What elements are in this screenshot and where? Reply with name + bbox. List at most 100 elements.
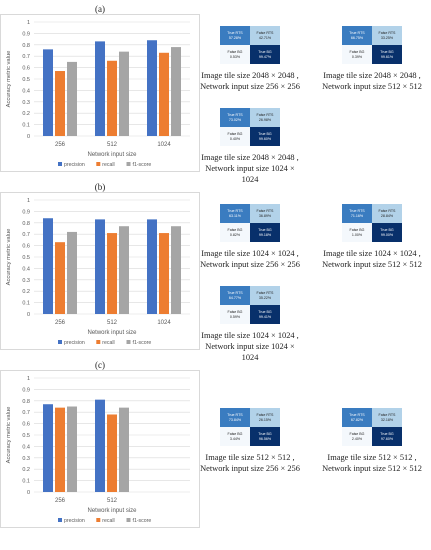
y-tick-label: 0.1 — [22, 301, 30, 307]
cell-true-rts-label: True RTS — [227, 291, 243, 296]
cell-true-rts-label: True RTS — [227, 113, 243, 118]
cell-true-bg-value: 96.56% — [258, 436, 272, 441]
cell-false-rts-label: False RTS — [256, 113, 274, 118]
cell-true-rts-value: 71.16% — [350, 213, 364, 218]
confusion-matrix-caption: Image tile size 1024 × 1024 , Network inp… — [187, 330, 313, 363]
cell-false-bg-label: False BG — [227, 310, 243, 315]
cell-true-rts-label: True RTS — [227, 413, 243, 418]
x-axis-label: Network input size — [87, 330, 137, 336]
y-tick-label: 0.2 — [22, 467, 30, 473]
y-tick-label: 1 — [27, 198, 30, 204]
cell-false-rts-value: 33.25% — [380, 35, 394, 40]
cell-true-rts-label: True RTS — [227, 209, 243, 214]
caption-line: 1024 — [241, 175, 259, 184]
x-tick-label: 512 — [107, 498, 118, 504]
x-tick-label: 1024 — [157, 320, 171, 326]
y-tick-label: 0 — [27, 490, 30, 496]
y-tick-label: 0 — [27, 312, 30, 318]
cell-false-bg-label: False BG — [349, 432, 365, 437]
legend-label-precision: precision — [64, 162, 85, 168]
bar-precision-512 — [95, 41, 105, 136]
bar-precision-256 — [43, 404, 53, 492]
x-tick-label: 512 — [107, 142, 118, 148]
cell-false-bg-value: 3.44% — [229, 436, 241, 441]
confusion-matrix-grid: True RTS 73.84% False RTS 26.15% False BG 3.4… — [220, 408, 280, 446]
caption-line: Image tile size 2048 × 2048 , — [323, 71, 421, 80]
x-tick-label: 256 — [55, 142, 66, 148]
legend-label-precision: precision — [64, 340, 85, 346]
cell-false-bg-label: False BG — [227, 228, 243, 233]
confusion-matrix-caption: Image tile size 2048 × 2048 , Network inp… — [187, 152, 313, 185]
y-tick-label: 0.3 — [22, 278, 30, 284]
y-tick-label: 0.8 — [22, 221, 30, 227]
bar-f1-score-256 — [67, 406, 77, 492]
cell-true-bg-label: True BG — [258, 50, 272, 55]
legend-swatch-f1-score — [126, 162, 131, 166]
chart-frame — [0, 370, 200, 528]
cell-false-bg: False BG 3.44% — [220, 427, 250, 446]
cell-true-bg-label: True BG — [258, 432, 272, 437]
bar-recall-1024 — [159, 233, 169, 314]
cell-false-bg-label: False BG — [227, 132, 243, 137]
caption-line: Image tile size 2048 × 2048 , — [201, 153, 299, 162]
caption-line: Network input size 512 × 512 — [322, 260, 422, 269]
y-tick-label: 1 — [27, 20, 30, 26]
y-tick-label: 0.2 — [22, 289, 30, 295]
cell-false-rts-label: False RTS — [256, 31, 274, 36]
legend-swatch-recall — [96, 162, 101, 166]
cell-false-rts-label: False RTS — [256, 413, 274, 418]
cell-true-bg: True BG 99.60% — [250, 127, 280, 146]
confusion-matrix-caption: Image tile size 1024 × 1024 , Network inp… — [309, 248, 431, 270]
cell-true-bg: True BG 96.56% — [250, 427, 280, 446]
cell-true-rts: True RTS 66.75% — [342, 26, 372, 45]
cell-false-rts: False RTS 26.15% — [250, 408, 280, 427]
bar-precision-512 — [95, 219, 105, 314]
cell-true-rts-value: 63.11% — [229, 213, 241, 218]
x-tick-label: 256 — [55, 498, 66, 504]
cell-true-rts-value: 67.82% — [350, 417, 364, 422]
bar-f1-score-1024 — [171, 47, 181, 136]
legend-label-recall: recall — [102, 518, 114, 524]
cell-true-rts-label: True RTS — [227, 31, 243, 36]
chart-frame — [0, 14, 200, 172]
cell-true-bg-label: True BG — [258, 132, 272, 137]
cell-true-bg-label: True BG — [258, 228, 272, 233]
y-tick-label: 0.3 — [22, 456, 30, 462]
cell-true-rts: True RTS 57.28% — [220, 26, 250, 45]
cell-false-rts: False RTS 36.89% — [250, 204, 280, 223]
cell-true-rts-value: 66.75% — [350, 35, 364, 40]
legend-swatch-recall — [96, 340, 101, 344]
y-tick-label: 0.2 — [22, 111, 30, 117]
y-tick-label: 0.7 — [22, 232, 30, 238]
cell-false-rts-value: 26.15% — [258, 417, 272, 422]
cell-true-bg-value: 99.60% — [258, 136, 272, 141]
legend-label-f1-score: f1-score — [133, 518, 152, 524]
cell-false-bg-value: 0.82% — [229, 232, 241, 237]
y-axis-label: Accuracy metric value — [6, 51, 12, 108]
cell-true-bg-value: 99.47% — [258, 54, 272, 59]
cell-false-bg: False BG 2.40% — [342, 427, 372, 446]
cell-true-rts-label: True RTS — [349, 31, 365, 36]
cell-false-bg-value: 0.59% — [229, 314, 241, 319]
cell-true-bg: True BG 99.41% — [250, 305, 280, 324]
y-tick-label: 0.1 — [22, 123, 30, 129]
y-tick-label: 0.8 — [22, 399, 30, 405]
y-tick-label: 0.5 — [22, 433, 30, 439]
caption-line: Network input size 512 × 512 — [322, 82, 422, 91]
cell-true-bg-value: 99.41% — [258, 314, 272, 319]
bar-recall-512 — [107, 60, 117, 137]
cell-false-bg: False BG 1.00% — [342, 223, 372, 242]
cell-false-rts-label: False RTS — [378, 209, 396, 214]
caption-line: Network input size 256 × 256 — [200, 464, 300, 473]
y-axis-label: Accuracy metric value — [6, 407, 12, 464]
cell-false-rts: False RTS 28.84% — [372, 204, 402, 223]
x-axis-label: Network input size — [87, 152, 137, 158]
cell-false-rts: False RTS 26.98% — [250, 108, 280, 127]
cell-false-bg: False BG 0.53% — [220, 45, 250, 64]
cell-true-rts-label: True RTS — [349, 413, 365, 418]
x-axis-label: Network input size — [87, 508, 137, 514]
confusion-matrix-grid: True RTS 57.28% False RTS 42.71% False BG 0.5… — [220, 26, 280, 64]
y-tick-label: 0 — [27, 134, 30, 140]
legend-label-recall: recall — [102, 340, 114, 346]
cell-false-bg-value: 0.53% — [229, 54, 241, 59]
